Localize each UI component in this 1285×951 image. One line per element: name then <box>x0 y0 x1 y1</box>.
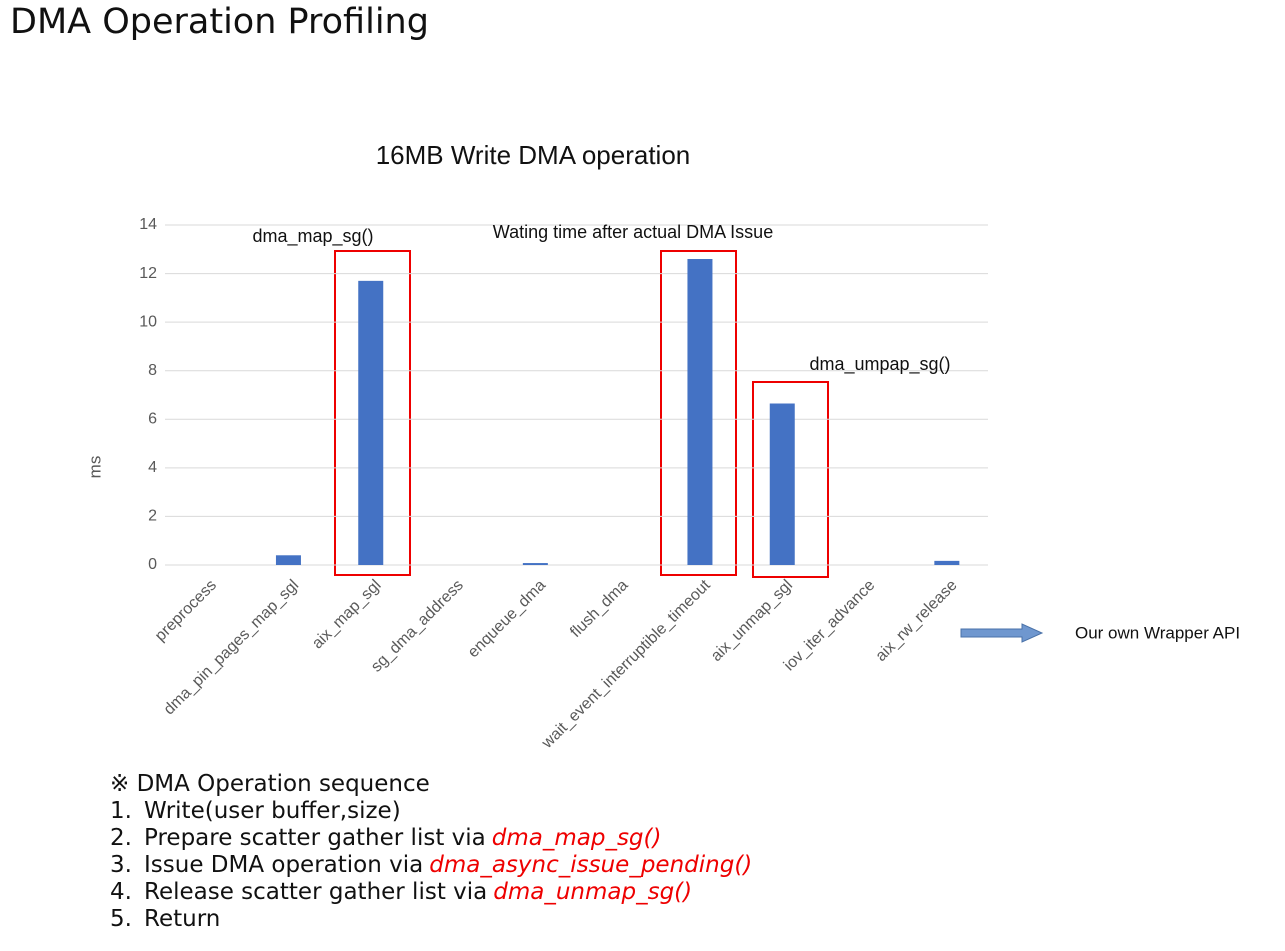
sequence-heading: ※ DMA Operation sequence <box>110 771 430 797</box>
chart-title: 16MB Write DMA operation <box>376 140 691 170</box>
sequence-item: 2. Prepare scatter gather list via dma_map… <box>110 825 752 852</box>
annotation: dma_map_sg() <box>252 226 373 247</box>
sequence-text: Prepare scatter gather list via <box>144 825 486 851</box>
y-axis-label: ms <box>85 456 104 479</box>
sequence-text: Return <box>144 906 221 932</box>
x-tick-label: flush_dma <box>567 577 631 641</box>
sequence-item: 5. Return <box>110 906 752 933</box>
highlight-box <box>752 381 829 578</box>
arrow <box>960 623 1044 643</box>
sequence-number: 5. <box>110 906 132 932</box>
slide-title: DMA Operation Profiling <box>10 2 429 42</box>
note: Our own Wrapper API <box>1075 623 1240 642</box>
sequence-item: 4. Release scatter gather list via dma_unm… <box>110 879 752 906</box>
y-tick-label: 10 <box>139 313 157 330</box>
annotation: dma_umpap_sg() <box>809 354 950 375</box>
sequence-number: 3. <box>110 852 132 878</box>
sequence-item: 3. Issue DMA operation via dma_async_issue… <box>110 852 752 879</box>
sequence-number: 4. <box>110 879 132 905</box>
sequence-number: 2. <box>110 825 132 851</box>
bar <box>522 563 548 565</box>
sequence-item: 1. Write(user buffer,size) <box>110 798 752 825</box>
x-tick-label: aix_rw_release <box>873 577 961 665</box>
bar <box>358 280 384 565</box>
sequence: ※ DMA Operation sequence 1. Write(user bu… <box>110 771 752 933</box>
bar <box>769 403 795 565</box>
bar <box>934 560 960 565</box>
y-tick-label: 2 <box>148 508 157 525</box>
x-tick-label: enqueue_dma <box>465 577 549 661</box>
x-tick-label: sg_dma_address <box>368 577 467 676</box>
x-tick-label: preprocess <box>152 577 220 645</box>
sequence-text: Write(user buffer,size) <box>144 798 401 824</box>
x-tick-label: wait_event_interruptible_timeout <box>538 576 714 752</box>
sequence-text: Release scatter gather list via <box>144 879 488 905</box>
highlight-box <box>660 250 737 576</box>
bar <box>687 259 713 565</box>
y-tick-label: 12 <box>139 265 157 282</box>
sequence-text: Issue DMA operation via <box>144 852 424 878</box>
bar <box>275 555 301 565</box>
x-tick-label: dma_pin_pages_map_sgl <box>161 577 303 719</box>
sequence-func: dma_async_issue_pending() <box>429 852 753 878</box>
x-tick-label: iov_iter_advance <box>781 577 879 675</box>
annotation: Wating time after actual DMA Issue <box>493 222 773 242</box>
x-tick-label: aix_map_sgl <box>309 577 385 653</box>
y-tick-label: 4 <box>148 459 157 476</box>
sequence-func: dma_unmap_sg() <box>493 879 693 905</box>
y-tick-label: 6 <box>148 411 157 428</box>
x-tick-label: aix_unmap_sgl <box>708 577 796 665</box>
y-tick-label: 8 <box>148 362 157 379</box>
sequence-number: 1. <box>110 798 132 824</box>
sequence-func: dma_map_sg() <box>491 825 662 851</box>
y-tick-label: 0 <box>148 556 157 573</box>
highlight-box <box>334 250 411 576</box>
y-tick-label: 14 <box>139 216 157 233</box>
